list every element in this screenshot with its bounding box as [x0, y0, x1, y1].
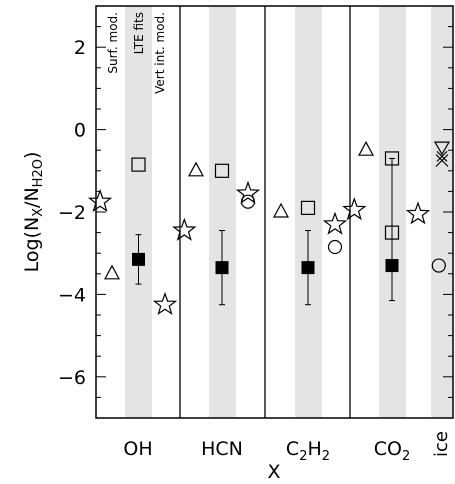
open-square-marker [300, 200, 316, 215]
open-square-marker [384, 225, 400, 240]
x-axis-label: X [267, 461, 280, 483]
triangle-marker [187, 161, 205, 177]
x-category-label: ice [431, 431, 452, 457]
open-square-marker [214, 163, 230, 178]
shaded-band [125, 6, 152, 418]
triangle-marker [272, 202, 290, 218]
y-tick-label: 0 [74, 120, 86, 142]
triangle-marker [103, 264, 121, 280]
y-axis-label: Log(NX/NH2O) [21, 152, 46, 273]
star-marker [405, 201, 431, 225]
triangle-marker [357, 140, 375, 156]
y-tick-label: −6 [58, 367, 86, 389]
filled-square-marker [215, 261, 229, 275]
shaded-column-bands [125, 6, 453, 418]
filled-square-marker [132, 252, 145, 266]
column-annotation: Surf. mod. [106, 12, 120, 74]
star-marker [87, 188, 113, 213]
x-marker [436, 150, 448, 162]
filled-square-marker [301, 261, 315, 275]
shaded-band [431, 6, 453, 418]
star-marker [172, 217, 197, 241]
column-annotations: Surf. mod. LTE fits Vert int. mod. [106, 12, 167, 94]
star-marker [342, 197, 367, 221]
shaded-band [295, 6, 322, 418]
data-markers [87, 140, 451, 316]
group-dividers [179, 6, 351, 418]
axis-ticks [96, 5, 453, 419]
x-category-label: CO2 [374, 438, 411, 464]
circle-marker [327, 239, 343, 255]
x-category-label: OH [123, 438, 152, 460]
open-square-marker [384, 151, 400, 166]
x-category-labels: OH HCN C2H2 CO2 ice [123, 431, 452, 464]
shaded-band [209, 6, 236, 418]
plot-frame [95, 5, 454, 419]
column-annotation: Vert int. mod. [153, 12, 167, 94]
cross-marker [435, 154, 449, 167]
star-marker [322, 211, 348, 235]
down-triangle-marker [433, 141, 451, 156]
y-tick-label: −4 [58, 284, 86, 306]
y-tick-labels: 2 0 −2 −4 −6 [58, 37, 86, 389]
open-square-marker [131, 157, 146, 172]
x-category-label: C2H2 [286, 438, 330, 464]
filled-square-marker [385, 259, 399, 273]
column-annotation: LTE fits [132, 12, 146, 54]
y-tick-label: 2 [74, 37, 86, 59]
star-marker [235, 180, 261, 204]
y-tick-label: −2 [58, 202, 86, 224]
star-marker [152, 291, 178, 316]
circle-marker [431, 258, 446, 273]
circle-marker [240, 194, 256, 209]
x-category-label: HCN [201, 438, 243, 460]
